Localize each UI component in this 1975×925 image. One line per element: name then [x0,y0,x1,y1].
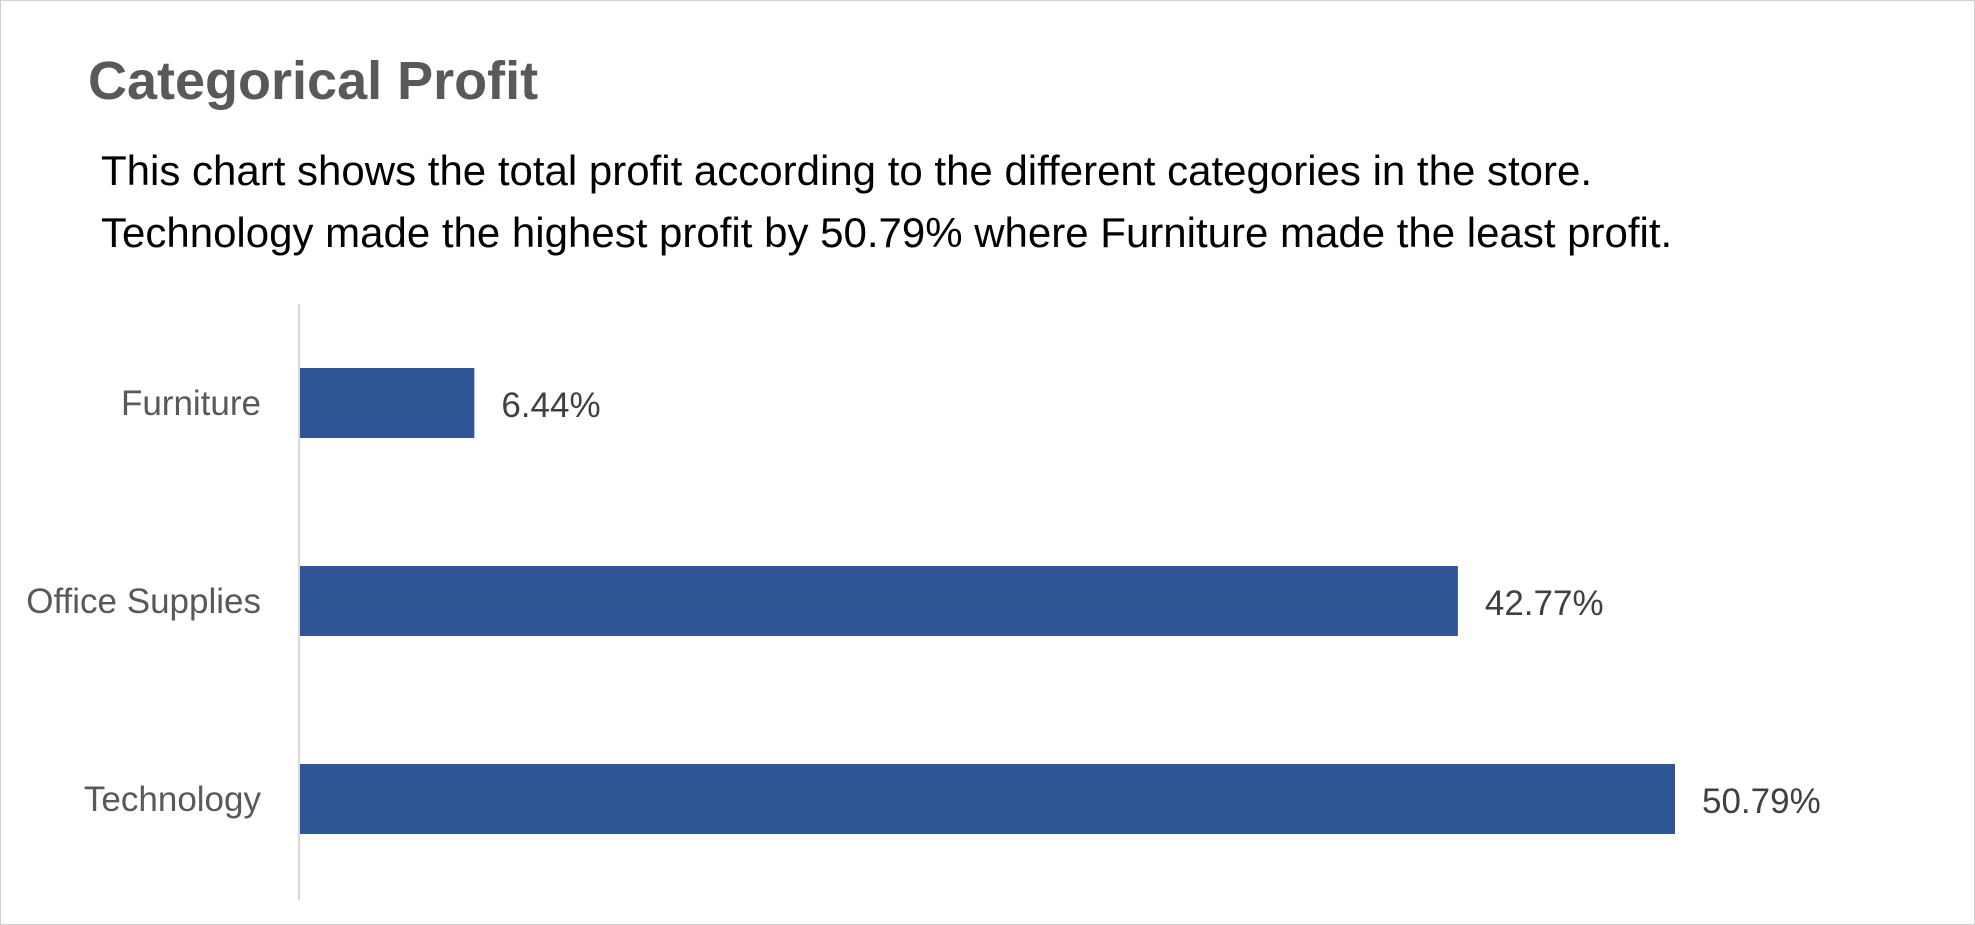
category-label: Technology [84,780,262,819]
bar-technology [300,764,1675,834]
chart-description-line-2: Technology made the highest profit by 50… [101,209,1673,256]
data-label: 42.77% [1485,584,1604,623]
data-label: 6.44% [501,386,600,425]
chart-description: This chart shows the total profit accord… [101,140,1672,264]
chart-description-line-1: This chart shows the total profit accord… [101,147,1593,194]
category-label: Furniture [121,384,261,423]
data-label: 50.79% [1702,782,1821,821]
chart-title: Categorical Profit [88,51,539,111]
bar-furniture [300,368,475,438]
bar-office-supplies [300,566,1458,636]
category-label: Office Supplies [26,582,261,621]
